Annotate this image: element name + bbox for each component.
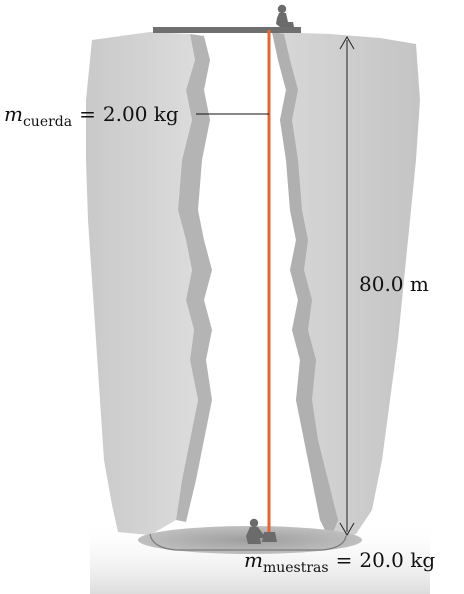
rope-mass-subscript: cuerda [23, 114, 72, 130]
sample-mass-label: mmuestras = 20.0 kg [244, 548, 435, 576]
rope-mass-label: mcuerda = 2.00 kg [4, 102, 179, 130]
sample-mass-equals: = [336, 548, 353, 572]
rope-mass-value: 2.00 kg [103, 102, 179, 126]
top-person [276, 4, 294, 27]
left-wall-inner-face [176, 34, 212, 522]
right-wall-inner-face [272, 32, 338, 540]
top-plank [153, 27, 301, 33]
bottom-person [246, 518, 268, 544]
sample-mass-subscript: muestras [263, 560, 329, 576]
depth-label: 80.0 m [359, 272, 429, 296]
sample-bag [262, 532, 277, 542]
rope-mass-equals: = [79, 102, 96, 126]
sample-mass-value: 20.0 kg [359, 548, 435, 572]
sample-mass-symbol: m [244, 548, 263, 572]
depth-arrow [339, 36, 355, 536]
crevasse-floor-outline [149, 533, 347, 551]
left-rock-wall [86, 32, 198, 535]
rope-mass-symbol: m [4, 102, 23, 126]
